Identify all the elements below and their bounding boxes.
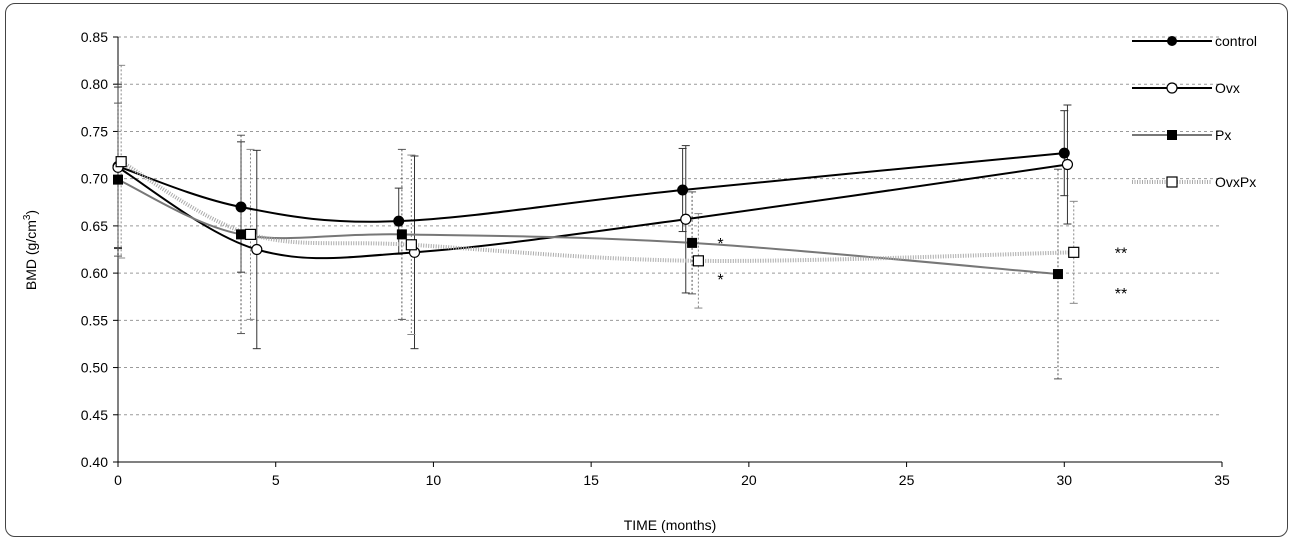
marker-ovx — [1061, 158, 1074, 171]
marker-px — [396, 229, 407, 240]
significance-mark: ** — [1115, 286, 1127, 303]
marker-ovxpx — [244, 228, 257, 240]
marker-ovxpx — [692, 255, 704, 267]
marker-ovxpx — [1068, 246, 1080, 258]
legend-marker-ovxpx — [1166, 176, 1178, 188]
series-markers — [112, 147, 1080, 280]
x-tick-label: 15 — [583, 472, 599, 488]
y-tick-label: 0.45 — [81, 407, 108, 423]
y-tick-label: 0.60 — [81, 265, 108, 281]
marker-ovx — [251, 243, 263, 256]
y-tick-label: 0.50 — [81, 360, 108, 376]
y-axis-title-superscript: 3 — [22, 214, 33, 220]
marker-control — [235, 201, 247, 213]
chart-frame — [5, 3, 1288, 537]
legend-marker-ovx — [1166, 82, 1178, 94]
y-tick-label: 0.40 — [81, 454, 108, 470]
marker-px — [236, 229, 247, 240]
legend-label-ovx: Ovx — [1215, 80, 1240, 96]
significance-mark: ** — [1115, 245, 1127, 262]
y-ticks: 0.40 0.45 0.50 0.55 0.60 0.65 0.70 0.75 0.80 0.85 — [81, 29, 118, 470]
legend-marker-control — [1167, 36, 1177, 46]
x-tick-label: 20 — [741, 472, 757, 488]
y-tick-label: 0.65 — [81, 218, 108, 234]
series-lines — [117, 152, 1074, 276]
x-tick-label: 10 — [426, 472, 442, 488]
y-tick-label: 0.70 — [81, 171, 108, 187]
significance-mark: * — [717, 236, 723, 253]
marker-px — [687, 237, 698, 248]
x-tick-label: 0 — [114, 472, 122, 488]
legend-label-px: Px — [1215, 127, 1231, 143]
marker-ovxpx — [405, 239, 417, 251]
y-tick-label: 0.80 — [81, 76, 108, 92]
legend-label-ovxpx: OvxPx — [1215, 174, 1256, 190]
x-tick-label: 5 — [272, 472, 280, 488]
series-line-ovx — [117, 163, 1068, 260]
legend-label-control: control — [1215, 33, 1257, 49]
significance-mark: * — [717, 272, 723, 289]
x-axis-title: TIME (months) — [624, 517, 717, 533]
error-bars — [114, 64, 1078, 380]
marker-control — [1058, 147, 1070, 159]
series-line-control — [117, 152, 1065, 223]
marker-control — [393, 215, 405, 227]
y-axis-title-close: ) — [23, 210, 39, 215]
y-tick-label: 0.55 — [81, 312, 108, 328]
x-tick-label: 25 — [899, 472, 915, 488]
y-tick-label: 0.85 — [81, 29, 108, 45]
x-tick-label: 35 — [1214, 472, 1230, 488]
y-axis-title-main: BMD (g/cm — [23, 220, 39, 290]
marker-control — [677, 184, 689, 196]
axes — [117, 37, 1222, 463]
marker-px — [113, 174, 123, 185]
marker-ovx — [680, 213, 692, 225]
marker-px — [1052, 269, 1063, 280]
x-tick-label: 30 — [1056, 472, 1072, 488]
marker-ovxpx — [115, 156, 127, 168]
y-axis-title: BMD (g/cm3) — [22, 210, 39, 290]
series-line-ovxpx — [120, 159, 1074, 263]
series-line-px — [117, 178, 1059, 276]
legend-marker-px — [1167, 130, 1177, 140]
significance-annotations: ****** — [717, 236, 1127, 303]
y-tick-label: 0.75 — [81, 123, 108, 139]
x-ticks: 0 5 10 15 20 25 30 35 — [114, 462, 1230, 488]
gridlines — [118, 36, 1222, 416]
